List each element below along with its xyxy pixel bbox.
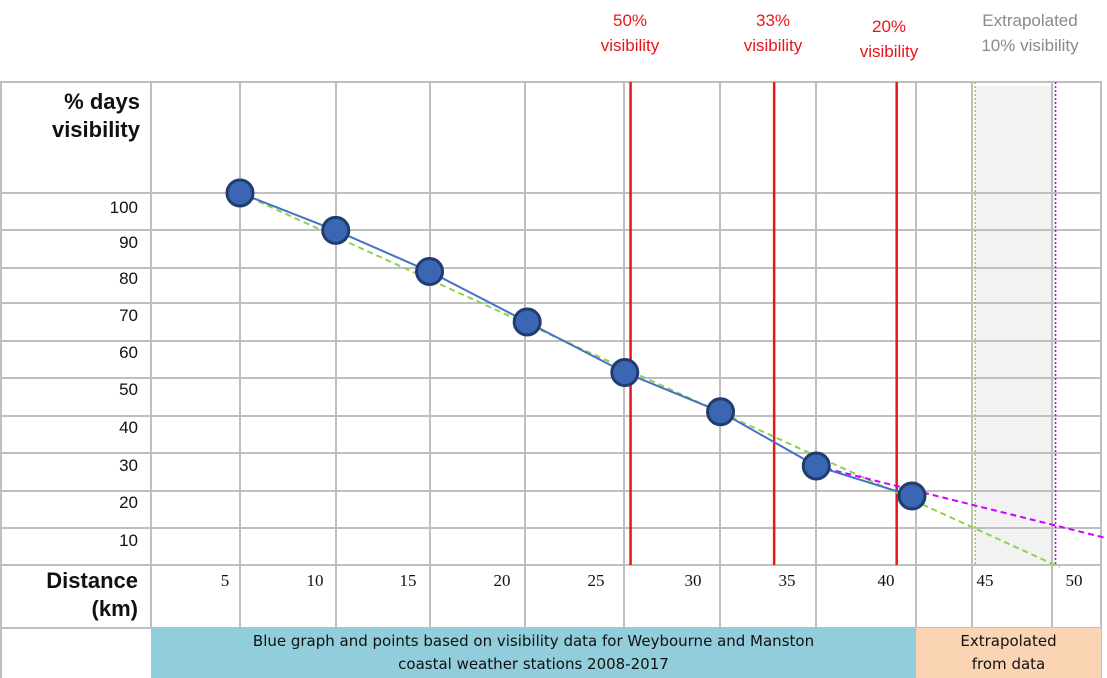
marker-33-text: visibility (743, 36, 803, 55)
marker-50-label: 50% visibility (580, 8, 680, 58)
extrapolated-label-line1: Extrapolated (982, 11, 1078, 30)
y-tick-label: 70 (119, 306, 138, 325)
x-axis-title-line1: Distance (46, 568, 138, 593)
footer-extrapolated-line2: from data (971, 655, 1046, 673)
marker-20-label: 20% visibility (839, 14, 939, 64)
x-tick-label: 5 (220, 571, 230, 590)
data-point (225, 178, 255, 208)
footer-data-source-line1: Blue graph and points based on visibilit… (252, 632, 815, 650)
y-tick-label: 20 (119, 493, 138, 512)
data-point (512, 307, 542, 337)
data-point (321, 215, 351, 245)
marker-33-pct: 33% (755, 11, 791, 30)
x-tick-label: 10 (306, 571, 324, 590)
x-tick-label: 35 (778, 571, 796, 590)
extrapolated-label: Extrapolated 10% visibility (955, 8, 1105, 58)
marker-20-text: visibility (859, 42, 919, 61)
x-tick-label: 25 (587, 571, 605, 590)
series-line (239, 192, 913, 497)
y-tick-label: 30 (119, 456, 138, 475)
footer-data-source: Blue graph and points based on visibilit… (151, 628, 916, 678)
footer-extrapolated-line1: Extrapolated (960, 632, 1057, 650)
x-tick-label: 30 (684, 571, 702, 590)
y-axis-title-line2: visibility (51, 117, 140, 142)
y-tick-label: 90 (119, 233, 138, 252)
y-tick-label: 50 (119, 380, 138, 399)
y-tick-label: 40 (119, 418, 138, 437)
marker-50-text: visibility (600, 36, 660, 55)
y-tick-label: 10 (119, 531, 138, 550)
extrapolated-band (975, 86, 1056, 565)
data-point (706, 397, 736, 427)
marker-20-pct: 20% (871, 17, 907, 36)
x-axis-title-line2: (km) (91, 596, 138, 621)
y-tick-label: 60 (119, 343, 138, 362)
x-axis-title: Distance (km) (14, 567, 138, 623)
x-tick-label: 45 (976, 571, 994, 590)
table-border (0, 81, 1102, 678)
trend-line (239, 192, 1060, 568)
x-tick-label: 50 (1065, 571, 1083, 590)
x-tick-label: 40 (877, 571, 895, 590)
marker-33-label: 33% visibility (723, 8, 823, 58)
x-tick-label: 15 (399, 571, 417, 590)
data-point (897, 481, 927, 511)
x-tick-label: 20 (493, 571, 511, 590)
marker-50-pct: 50% (612, 11, 648, 30)
data-point (415, 257, 445, 287)
footer-data-source-line2: coastal weather stations 2008-2017 (398, 655, 669, 673)
data-point (801, 451, 831, 481)
y-tick-label: 100 (109, 198, 138, 217)
extrapolation-line (816, 465, 1107, 540)
y-tick-label: 80 (119, 269, 138, 288)
y-axis-title-line1: % days (64, 89, 140, 114)
y-axis-title: % days visibility (40, 88, 140, 144)
extrapolated-label-line2: 10% visibility (981, 36, 1079, 55)
footer-extrapolated: Extrapolated from data (916, 628, 1101, 678)
data-point (610, 358, 640, 388)
